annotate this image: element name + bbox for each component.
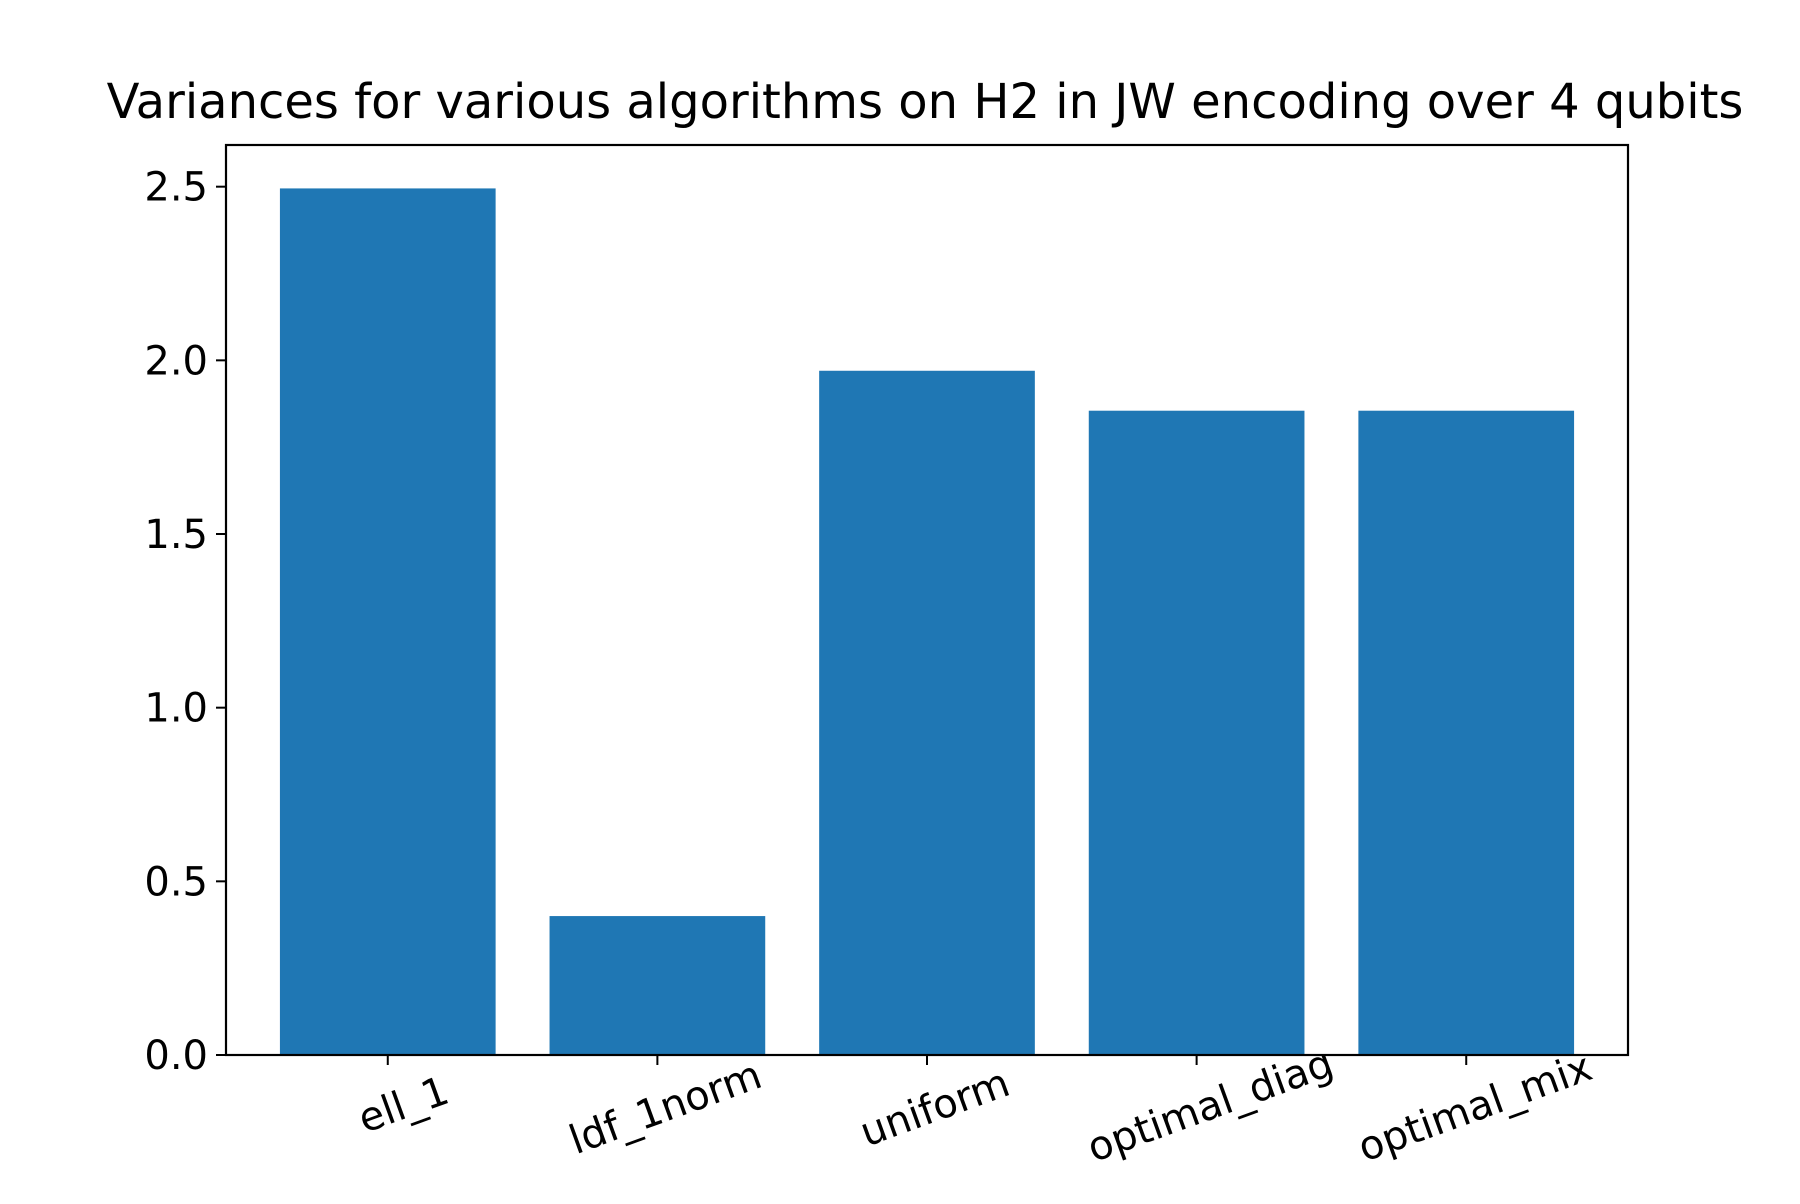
x-tick-label: optimal_diag bbox=[1081, 1040, 1339, 1171]
bar-ldf-1norm bbox=[549, 916, 766, 1055]
y-tick-label: 2.0 bbox=[144, 338, 208, 384]
x-tick-label: uniform bbox=[854, 1060, 1015, 1156]
x-tick-label: optimal_mix bbox=[1352, 1044, 1598, 1171]
y-tick-label: 0.5 bbox=[144, 859, 208, 905]
chart-title: Variances for various algorithms on H2 i… bbox=[107, 74, 1744, 130]
bar-optimal-mix bbox=[1358, 410, 1575, 1055]
y-tick-label: 1.0 bbox=[144, 686, 208, 732]
y-tick-label: 0.0 bbox=[144, 1033, 208, 1079]
x-tick-label: ell_1 bbox=[352, 1068, 454, 1143]
bars-layer bbox=[279, 188, 1575, 1056]
bar-ell-1 bbox=[279, 188, 496, 1056]
x-tick-label: ldf_1norm bbox=[563, 1052, 767, 1164]
bar-optimal-diag bbox=[1088, 410, 1305, 1055]
y-tick-label: 1.5 bbox=[144, 512, 208, 558]
bar-uniform bbox=[819, 370, 1035, 1055]
y-tick-label: 2.5 bbox=[144, 165, 208, 211]
